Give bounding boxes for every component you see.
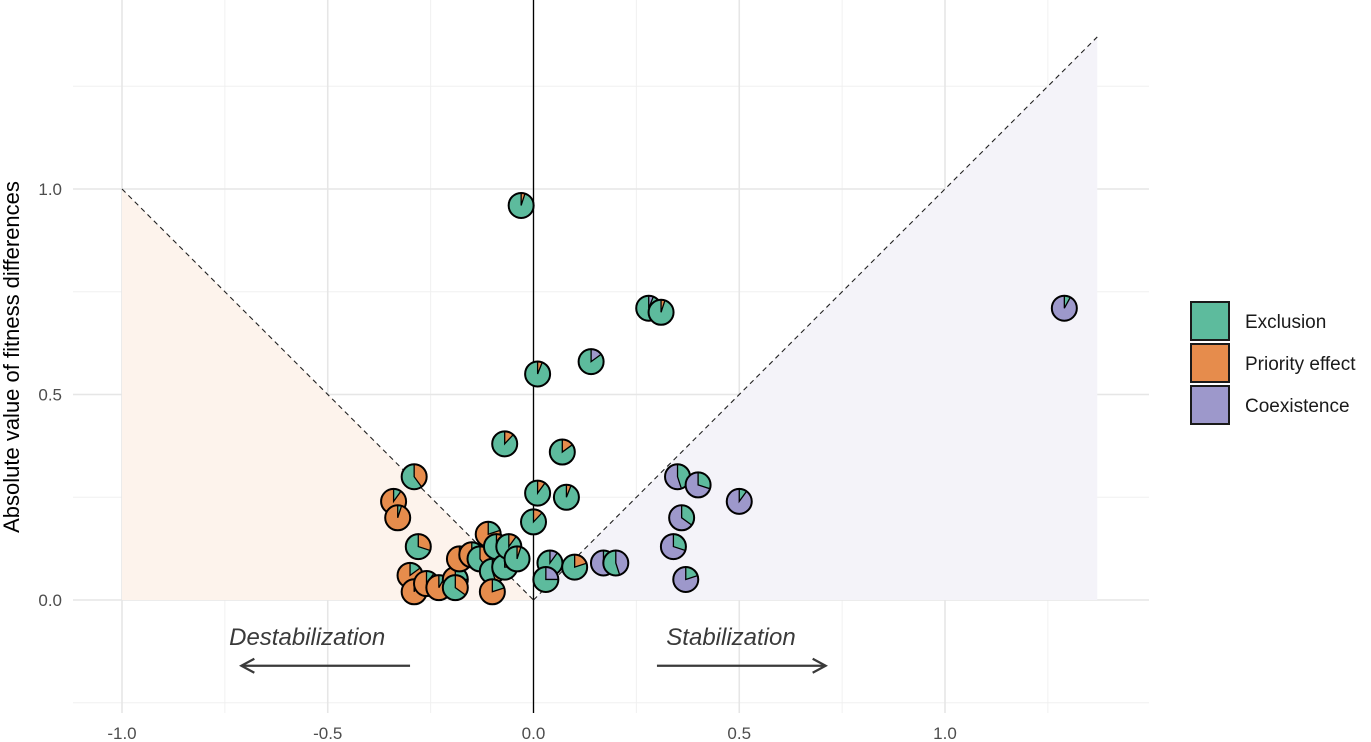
annotation-arrow-head <box>239 657 255 674</box>
pie-outline <box>400 463 428 491</box>
pie-outline <box>404 533 432 561</box>
data-point <box>659 533 687 561</box>
pie-outline <box>659 533 687 561</box>
x-tick-label: -0.5 <box>313 724 342 742</box>
boundary-line-1 <box>533 36 1098 601</box>
axes: -1.0 -0.5 0.0 0.5 1.0 0.0 0.5 1.0 <box>38 0 957 742</box>
annotation-arrow-head <box>812 657 828 674</box>
points <box>380 191 1078 606</box>
pie-outline <box>532 565 560 593</box>
data-point <box>602 549 630 577</box>
regions <box>122 36 1098 601</box>
data-point <box>647 298 675 326</box>
pie-outline <box>684 471 712 499</box>
legend-swatch <box>1190 301 1230 341</box>
data-point <box>548 438 576 466</box>
y-tick-label: 1.0 <box>38 180 62 199</box>
pie-outline <box>672 565 700 593</box>
pie-outline <box>552 483 580 511</box>
pie-outline <box>384 504 412 532</box>
pie-outline <box>561 553 589 581</box>
data-point <box>672 565 700 593</box>
data-point <box>478 578 506 606</box>
data-point <box>384 504 412 532</box>
data-point <box>491 430 519 458</box>
legend-swatch <box>1190 385 1230 425</box>
boundary-lines <box>121 36 1098 601</box>
boundary-line-0 <box>121 188 534 601</box>
pie-outline <box>647 298 675 326</box>
x-tick-label: -1.0 <box>107 724 136 742</box>
legend-swatch <box>1190 343 1230 383</box>
pie-outline <box>524 360 552 388</box>
legend-label: Priority effect <box>1245 354 1356 375</box>
pie-outline <box>602 549 630 577</box>
data-point <box>577 348 605 376</box>
pie-outline <box>491 430 519 458</box>
pie-outline <box>548 438 576 466</box>
pie-outline <box>441 574 469 602</box>
annotation-stabilization: Stabilization <box>666 624 795 651</box>
y-axis-title: Absolute value of fitness differences <box>0 181 24 533</box>
pie-outline <box>524 479 552 507</box>
pie-outline <box>520 508 547 536</box>
data-point <box>684 471 712 499</box>
data-point <box>400 463 428 491</box>
data-point <box>507 191 535 219</box>
annotations: Destabilization Stabilization <box>229 624 828 674</box>
data-point <box>668 504 696 532</box>
pie-outline <box>668 504 696 532</box>
data-point <box>561 553 589 581</box>
y-tick-label: 0.5 <box>38 386 62 405</box>
pie-outline <box>503 545 531 573</box>
x-tick-label: 1.0 <box>933 724 957 742</box>
y-tick-label: 0.0 <box>38 591 62 610</box>
pie-outline <box>478 578 506 606</box>
pie-outline <box>725 487 753 515</box>
x-tick-label: 0.0 <box>522 724 546 742</box>
data-point <box>552 483 580 511</box>
pie-outline <box>1050 294 1078 322</box>
data-point <box>520 508 547 536</box>
x-tick-label: 0.5 <box>727 724 751 742</box>
data-point <box>503 545 531 573</box>
legend-label: Exclusion <box>1245 312 1326 333</box>
data-point <box>441 574 469 602</box>
data-point <box>404 533 432 561</box>
annotation-destabilization: Destabilization <box>229 624 385 651</box>
pie-outline <box>507 191 535 219</box>
data-point <box>1050 294 1078 322</box>
legend-label: Coexistence <box>1245 396 1350 417</box>
data-point <box>524 479 552 507</box>
data-point <box>524 360 552 388</box>
data-point <box>725 487 753 515</box>
legend: Exclusion Priority effect Coexistence <box>1190 301 1356 425</box>
pie-outline <box>577 348 605 376</box>
data-point <box>532 565 560 593</box>
